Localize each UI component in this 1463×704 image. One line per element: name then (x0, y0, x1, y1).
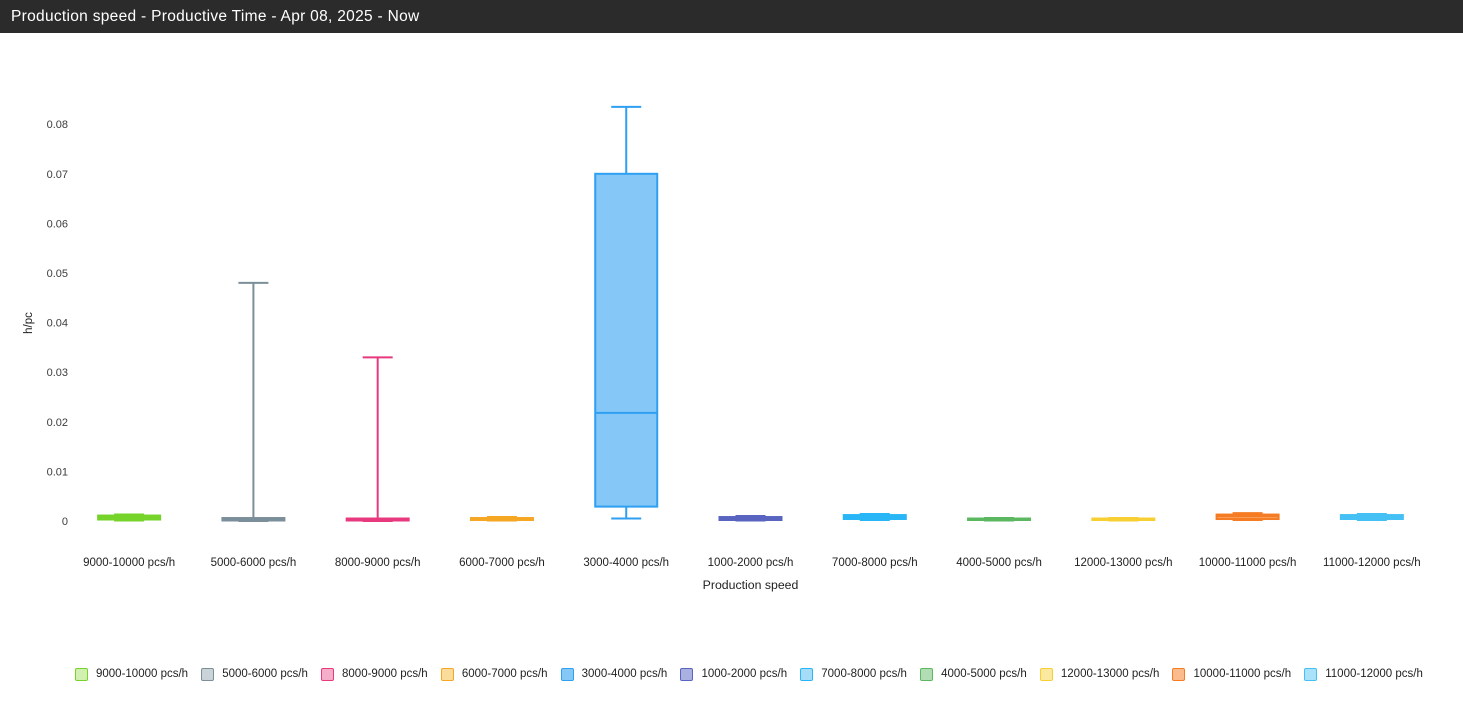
legend-swatch-icon (321, 667, 335, 681)
legend-swatch-icon (1304, 667, 1318, 681)
legend-item[interactable]: 9000-10000 pcs/h (75, 667, 189, 681)
legend-label: 11000-12000 pcs/h (1325, 668, 1423, 680)
boxplot-series[interactable] (97, 513, 162, 522)
legend-swatch-icon (1172, 667, 1186, 681)
boxplot-series[interactable] (594, 105, 659, 520)
legend-item[interactable]: 5000-6000 pcs/h (201, 667, 308, 681)
legend-label: 5000-6000 pcs/h (222, 668, 308, 680)
window-title-bar: Production speed - Productive Time - Apr… (0, 0, 1463, 33)
x-axis-category-label: 9000-10000 pcs/h (83, 557, 175, 569)
boxplot-series[interactable] (221, 281, 286, 522)
y-axis-tick-label: 0.01 (47, 466, 68, 478)
legend-item[interactable]: 12000-13000 pcs/h (1039, 667, 1160, 681)
x-axis-category-label: 12000-13000 pcs/h (1074, 557, 1172, 569)
boxplot-series[interactable] (1215, 512, 1280, 522)
legend-label: 8000-9000 pcs/h (342, 668, 428, 680)
x-axis-category-label: 6000-7000 pcs/h (459, 557, 545, 569)
legend-label: 3000-4000 pcs/h (581, 668, 668, 680)
boxplot-series[interactable] (967, 517, 1032, 522)
legend-swatch-icon (440, 667, 454, 681)
y-axis-tick-label: 0.03 (47, 367, 68, 379)
legend-item[interactable]: 4000-5000 pcs/h (920, 667, 1027, 681)
legend-item[interactable]: 10000-11000 pcs/h (1172, 667, 1292, 681)
y-axis-tick-label: 0.08 (47, 119, 68, 131)
boxplot-chart: 0 0.01 0.02 0.03 0.04 0.05 0.06 0.07 0.08 h/pc 900… (23, 105, 1421, 592)
x-axis-category-label: 4000-5000 pcs/h (956, 557, 1042, 569)
legend-item[interactable]: 1000-2000 pcs/h (680, 667, 788, 681)
legend-item[interactable]: 11000-12000 pcs/h (1304, 667, 1423, 681)
legend-swatch-icon (201, 667, 215, 681)
x-axis-category-label: 5000-6000 pcs/h (211, 557, 297, 569)
y-axis-label: h/pc (23, 312, 35, 334)
x-axis-category-label: 11000-12000 pcs/h (1323, 557, 1421, 569)
legend-label: 4000-5000 pcs/h (941, 668, 1027, 680)
legend-label: 10000-11000 pcs/h (1193, 668, 1292, 680)
legend-label: 7000-8000 pcs/h (821, 668, 907, 680)
x-axis-category-label: 1000-2000 pcs/h (708, 557, 794, 569)
legend-label: 12000-13000 pcs/h (1060, 668, 1160, 680)
boxplot-series[interactable] (1339, 513, 1404, 522)
legend-label: 6000-7000 pcs/h (461, 668, 548, 680)
y-axis-tick-label: 0.04 (47, 318, 68, 330)
legend-swatch-icon (1039, 667, 1053, 681)
legend-item[interactable]: 7000-8000 pcs/h (800, 667, 907, 681)
boxplot-series[interactable] (842, 513, 907, 522)
legend-item[interactable]: 3000-4000 pcs/h (560, 667, 668, 681)
x-axis-label: Production speed (703, 578, 799, 592)
chart-area: 0 0.01 0.02 0.03 0.04 0.05 0.06 0.07 0.08 h/pc 900… (0, 33, 1463, 613)
boxplot-series[interactable] (718, 515, 783, 522)
x-axis-category-label: 10000-11000 pcs/h (1199, 557, 1297, 569)
legend-swatch-icon (680, 667, 694, 681)
legend-swatch-icon (75, 667, 88, 681)
y-axis-tick-label: 0.06 (47, 218, 68, 230)
legend-swatch-icon (920, 667, 934, 681)
legend-item[interactable]: 6000-7000 pcs/h (440, 667, 548, 681)
x-axis-category-label: 8000-9000 pcs/h (335, 557, 421, 569)
legend-swatch-icon (800, 667, 814, 681)
boxplot-series[interactable] (1091, 517, 1156, 522)
y-axis-tick-label: 0.05 (47, 268, 68, 280)
y-axis-tick-label: 0.02 (47, 417, 68, 429)
legend-label: 9000-10000 pcs/h (96, 668, 189, 680)
legend-label: 1000-2000 pcs/h (701, 668, 788, 680)
legend-item[interactable]: 8000-9000 pcs/h (321, 667, 428, 681)
y-axis-tick-label: 0 (62, 516, 68, 528)
x-axis-category-label: 7000-8000 pcs/h (832, 557, 918, 569)
boxplot-series[interactable] (345, 356, 410, 522)
chart-legend: 9000-10000 pcs/h 5000-6000 pcs/h 8000-9000… (0, 664, 1463, 684)
x-axis-category-label: 3000-4000 pcs/h (583, 557, 669, 569)
y-axis-tick-label: 0.07 (47, 169, 68, 181)
chart-title: Production speed - Productive Time - Apr… (11, 7, 420, 25)
boxplot-series[interactable] (469, 516, 534, 522)
legend-swatch-icon (560, 667, 574, 681)
